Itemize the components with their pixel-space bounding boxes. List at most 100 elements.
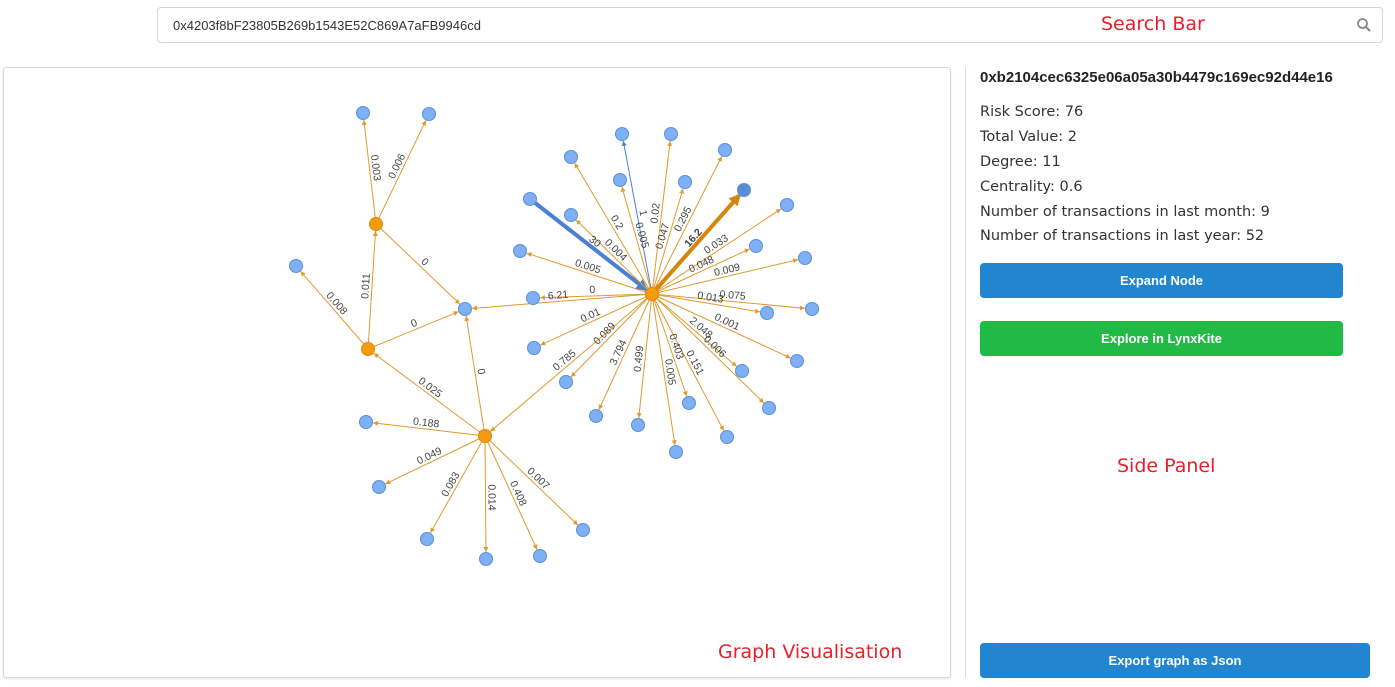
edge-label: 0.499	[632, 345, 647, 373]
graph-node[interactable]	[735, 364, 749, 378]
graph-node[interactable]	[737, 183, 751, 197]
graph-panel[interactable]: 1 0.005 0.2 0.02 0.047 0.295 16.2 0.033 0.048 0.0…	[3, 67, 951, 678]
graph-node[interactable]	[289, 259, 303, 273]
graph-edge[interactable]	[598, 293, 653, 410]
graph-edge[interactable]	[490, 293, 653, 432]
graph-edge[interactable]	[372, 420, 486, 437]
graph-edge[interactable]	[570, 293, 653, 378]
edge-label: 0.007	[525, 465, 552, 492]
graph-edge[interactable]	[540, 293, 653, 346]
graph-node[interactable]	[798, 251, 812, 265]
graph-node[interactable]	[682, 396, 696, 410]
graph-node[interactable]	[458, 302, 472, 316]
explore-lynxkite-button[interactable]: Explore in LynxKite	[980, 321, 1343, 356]
graph-node[interactable]	[664, 127, 678, 141]
graph-node[interactable]	[669, 445, 683, 459]
graph-edge[interactable]	[636, 293, 653, 419]
graph-edge[interactable]	[651, 188, 685, 295]
export-json-button[interactable]: Export graph as Json	[980, 643, 1370, 678]
graph-edge[interactable]	[651, 248, 750, 295]
graph-node-orange[interactable]	[645, 287, 659, 301]
graph-node-orange[interactable]	[361, 342, 375, 356]
graph-node[interactable]	[805, 302, 819, 316]
graph-node[interactable]	[513, 244, 527, 258]
graph-node[interactable]	[523, 192, 537, 206]
graph-node[interactable]	[559, 375, 573, 389]
graph-edge[interactable]	[373, 352, 486, 437]
graph-edge[interactable]	[367, 230, 378, 350]
search-icon[interactable]	[1356, 17, 1372, 33]
graph-edge[interactable]	[375, 120, 427, 225]
graph-edge[interactable]	[361, 119, 377, 225]
graph-edge[interactable]	[471, 293, 653, 311]
graph-node[interactable]	[589, 409, 603, 423]
graph-edge[interactable]	[575, 219, 653, 295]
graph-node[interactable]	[760, 306, 774, 320]
graph-edge[interactable]	[574, 162, 653, 295]
graph-node[interactable]	[526, 291, 540, 305]
graph-node[interactable]	[564, 150, 578, 164]
graph-edge[interactable]	[650, 193, 741, 296]
graph-node[interactable]	[564, 208, 578, 222]
transactions-last-month: Number of transactions in last month: 9	[980, 204, 1270, 220]
graph-edge[interactable]	[528, 197, 649, 292]
graph-node[interactable]	[790, 354, 804, 368]
graph-edge[interactable]	[651, 293, 761, 314]
graph-edge[interactable]	[375, 223, 461, 305]
graph-edge[interactable]	[651, 293, 806, 311]
graph-node[interactable]	[356, 106, 370, 120]
graph-node[interactable]	[359, 415, 373, 429]
graph-edge[interactable]	[651, 293, 688, 397]
graph-node[interactable]	[762, 401, 776, 415]
graph-edge[interactable]	[484, 435, 579, 526]
graph-edge[interactable]	[651, 208, 782, 295]
graph-edge[interactable]	[651, 293, 791, 359]
graph-node[interactable]	[372, 480, 386, 494]
edge-label: 1	[636, 209, 649, 217]
edge-label: 0.003	[368, 154, 383, 182]
search-input[interactable]	[171, 8, 1321, 42]
graph-edge[interactable]	[385, 435, 486, 485]
graph-edge[interactable]	[651, 293, 677, 446]
graph-node[interactable]	[718, 143, 732, 157]
graph-edge[interactable]	[367, 311, 459, 350]
graph-node-orange[interactable]	[369, 217, 383, 231]
graph-node[interactable]	[527, 341, 541, 355]
graph-edge[interactable]	[651, 293, 725, 432]
graph-node[interactable]	[720, 430, 734, 444]
edge-label: 6.21	[547, 289, 568, 303]
edge-label: 0	[409, 317, 419, 330]
graph-node[interactable]	[749, 239, 763, 253]
graph-node[interactable]	[422, 107, 436, 121]
graph-edge[interactable]	[300, 270, 369, 350]
graph-edge[interactable]	[651, 156, 723, 295]
graph-edge[interactable]	[651, 140, 673, 295]
graph-edge[interactable]	[483, 435, 489, 553]
graph-node[interactable]	[615, 127, 629, 141]
graph-node[interactable]	[420, 532, 434, 546]
edge-label: 30	[586, 233, 603, 250]
graph-node[interactable]	[678, 175, 692, 189]
edge-label: 0.075	[719, 288, 746, 302]
edge-label: 0.013	[697, 290, 725, 306]
graph-edge[interactable]	[620, 186, 653, 295]
graph-edge[interactable]	[621, 140, 653, 295]
graph-edge[interactable]	[539, 293, 653, 301]
graph-edge[interactable]	[526, 252, 653, 295]
graph-node-orange[interactable]	[478, 429, 492, 443]
graph-node[interactable]	[631, 418, 645, 432]
graph-node[interactable]	[533, 549, 547, 563]
graph-node[interactable]	[613, 173, 627, 187]
graph-edge[interactable]	[484, 435, 538, 550]
graph-edge[interactable]	[429, 435, 486, 534]
graph-edge[interactable]	[651, 293, 738, 367]
graph-edge[interactable]	[651, 293, 765, 404]
graph-node[interactable]	[576, 523, 590, 537]
graph-edge[interactable]	[651, 258, 799, 295]
expand-node-button[interactable]: Expand Node	[980, 263, 1343, 298]
graph-edge[interactable]	[464, 315, 486, 437]
graph-node[interactable]	[780, 198, 794, 212]
search-bar[interactable]	[157, 7, 1383, 43]
graph-node[interactable]	[479, 552, 493, 566]
